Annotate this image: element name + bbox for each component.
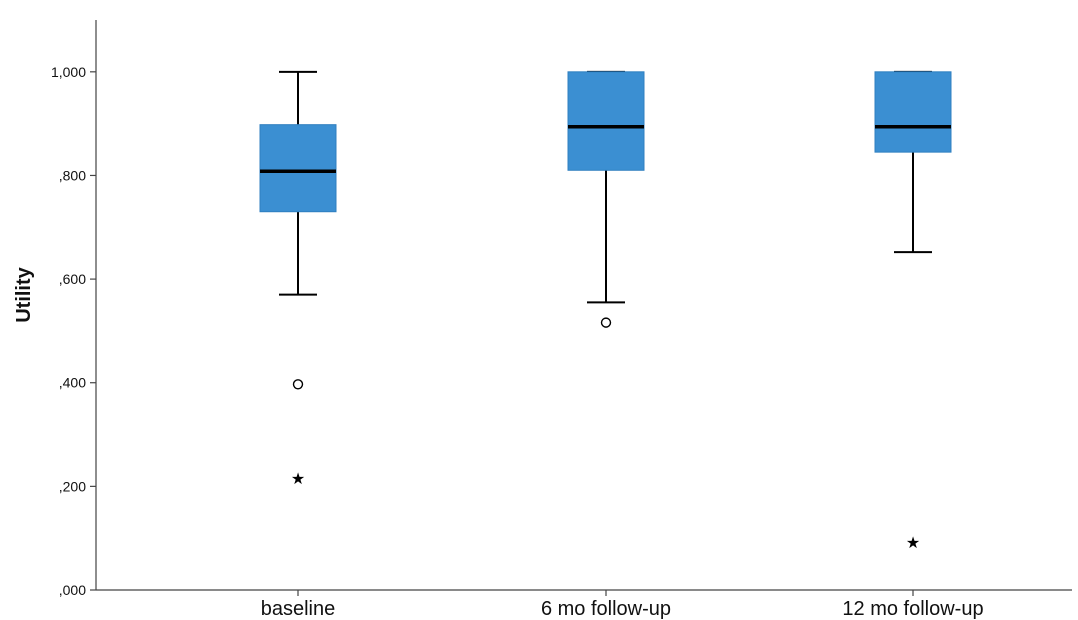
x-category-label: 12 mo follow-up xyxy=(842,598,983,620)
box-baseline: ★ xyxy=(259,70,337,488)
y-tick-label: 1,000 xyxy=(51,64,86,80)
y-tick-label: ,800 xyxy=(59,167,86,183)
y-tick-label: ,000 xyxy=(59,582,86,598)
y-axis-title: Utility xyxy=(13,266,35,322)
box-6-mo-follow-up xyxy=(567,70,645,328)
extreme-outlier-star: ★ xyxy=(291,469,305,488)
extreme-outlier-star: ★ xyxy=(906,533,920,552)
y-tick-label: ,400 xyxy=(59,375,86,391)
outlier-circle xyxy=(600,317,612,328)
y-tick-label: ,200 xyxy=(59,478,86,494)
iqr-box xyxy=(874,71,952,153)
outlier-circle xyxy=(292,379,304,390)
x-category-label: 6 mo follow-up xyxy=(541,598,671,620)
y-axis: ,000 ,200 ,400 ,600 ,800 1,000 xyxy=(51,20,97,598)
x-category-label: baseline xyxy=(261,598,336,620)
iqr-box xyxy=(567,71,645,171)
box-12-mo-follow-up: ★ xyxy=(874,70,952,552)
x-axis: baseline 6 mo follow-up 12 mo follow-up xyxy=(96,589,1072,620)
y-tick-label: ,600 xyxy=(59,271,86,287)
iqr-box xyxy=(259,124,337,213)
boxes-group: ★★ xyxy=(259,70,952,552)
